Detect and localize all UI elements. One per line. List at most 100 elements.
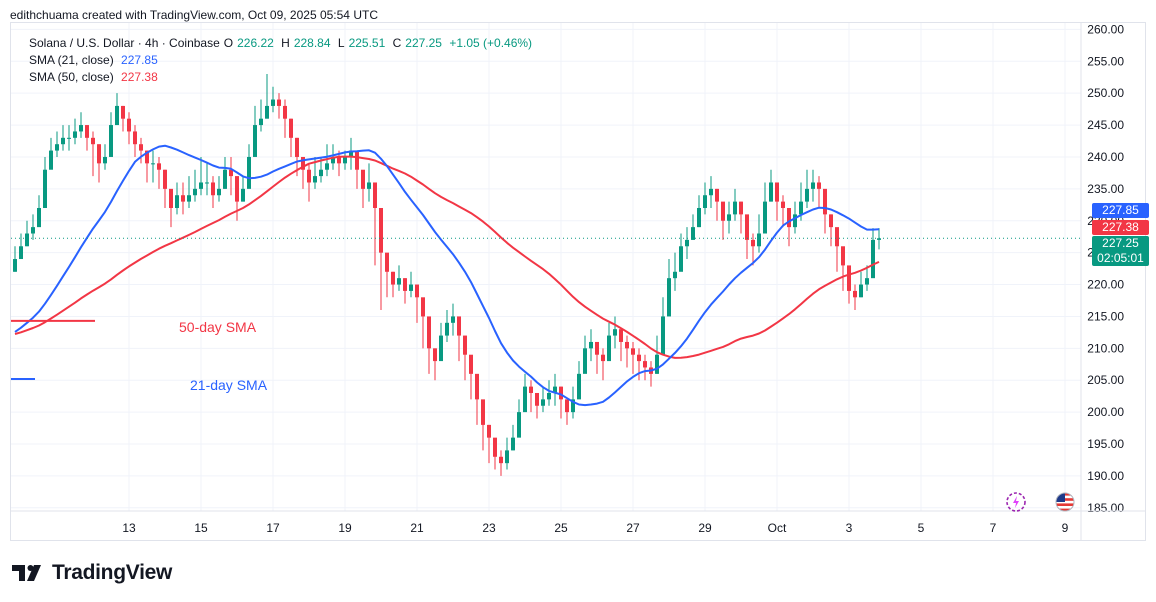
candle-body: [277, 99, 281, 106]
candle-body: [871, 239, 875, 279]
candle-body: [391, 271, 395, 285]
y-tick-label: 185.00: [1087, 501, 1124, 515]
candle-body: [475, 373, 479, 400]
price-chart[interactable]: 260.00255.00250.00245.00240.00235.00230.…: [11, 23, 1145, 540]
sma21-line: [14, 144, 880, 407]
legend-high-label: H: [281, 36, 290, 50]
candle-body: [655, 354, 659, 374]
legend-change: +1.05 (+0.46%): [449, 36, 533, 50]
candle-body: [73, 131, 77, 138]
candle-body: [691, 227, 695, 240]
candle-body: [607, 335, 611, 362]
candle-body: [847, 265, 851, 291]
legend-symbol[interactable]: Solana / U.S. Dollar · 4h · Coinbase: [29, 36, 220, 50]
y-tick-label: 250.00: [1087, 86, 1124, 100]
candle-body: [595, 341, 599, 355]
candle-body: [523, 386, 527, 413]
candle-body: [373, 182, 377, 208]
candle-body: [529, 386, 533, 393]
candle-body: [439, 335, 443, 362]
legend-sma21-row[interactable]: SMA (21, close) 227.85: [29, 53, 162, 67]
candle-body: [169, 188, 173, 208]
x-tick-label: 9: [1062, 521, 1069, 535]
x-tick-label: 19: [338, 521, 352, 535]
candle-body: [727, 214, 731, 221]
legend-sma50-row[interactable]: SMA (50, close) 227.38: [29, 70, 162, 84]
y-tick-label: 205.00: [1087, 373, 1124, 387]
candle-body: [805, 188, 809, 202]
candle-body: [361, 169, 365, 189]
candle-body: [457, 316, 461, 336]
y-tick-label: 195.00: [1087, 437, 1124, 451]
candle-body: [811, 182, 815, 189]
candle-body: [859, 284, 863, 298]
candle-body: [685, 239, 689, 247]
candle-body: [679, 246, 683, 272]
candle-body: [211, 182, 215, 196]
candle-body: [85, 125, 89, 138]
candle-body: [541, 399, 545, 406]
candle-body: [355, 150, 359, 170]
candle-body: [469, 354, 473, 374]
y-tick-label: 190.00: [1087, 469, 1124, 483]
candle-body: [547, 392, 551, 400]
candle-body: [139, 144, 143, 151]
candle-body: [517, 412, 521, 438]
candle-body: [487, 424, 491, 438]
replay-icon[interactable]: [1005, 491, 1027, 513]
price-tag-last: 227.25: [1092, 236, 1149, 251]
legend-open-value: 226.22: [237, 36, 274, 50]
x-tick-label: 3: [846, 521, 853, 535]
us-flag-icon[interactable]: [1054, 491, 1076, 513]
candle-body: [409, 284, 413, 291]
candle-body: [367, 182, 371, 189]
chart-frame[interactable]: 260.00255.00250.00245.00240.00235.00230.…: [10, 22, 1149, 541]
candle-body: [511, 437, 515, 451]
candle-body: [661, 316, 665, 355]
candle-body: [223, 169, 227, 189]
y-tick-label: 220.00: [1087, 278, 1124, 292]
candle-body: [181, 195, 185, 202]
candle-body: [13, 259, 17, 272]
annotation-50-day-sma[interactable]: 50-day SMA: [179, 319, 257, 335]
candle-body: [343, 156, 347, 164]
y-tick-label: 245.00: [1087, 118, 1124, 132]
candle-body: [673, 271, 677, 279]
candle-body: [415, 284, 419, 298]
candle-body: [799, 201, 803, 215]
candle-body: [133, 131, 137, 145]
x-tick-label: 13: [122, 521, 136, 535]
x-tick-label: 17: [266, 521, 280, 535]
candle-body: [817, 182, 821, 189]
x-tick-label: 5: [918, 521, 925, 535]
x-tick-label: 15: [194, 521, 208, 535]
candle-body: [631, 348, 635, 355]
candle-body: [61, 137, 65, 145]
candle-body: [535, 392, 539, 406]
candle-body: [337, 156, 341, 164]
candle-body: [259, 118, 263, 126]
brand-logo[interactable]: TradingView: [12, 561, 172, 585]
annotation-21-day-sma[interactable]: 21-day SMA: [190, 377, 268, 393]
candle-body: [433, 348, 437, 362]
candle-body: [877, 238, 881, 240]
candle-body: [841, 246, 845, 266]
legend-high-value: 228.84: [293, 36, 331, 50]
candle-body: [31, 227, 35, 234]
candle-body: [271, 99, 275, 106]
candle-body: [589, 341, 593, 349]
chart-byline: edithchuama created with TradingView.com…: [10, 8, 378, 22]
candle-body: [187, 195, 191, 202]
candle-body: [103, 156, 107, 164]
candle-body: [703, 195, 707, 208]
candle-body: [577, 373, 581, 400]
candle-body: [451, 316, 455, 323]
candle-body: [697, 207, 701, 228]
price-tag-sma50: 227.38: [1092, 220, 1149, 235]
candle-body: [175, 195, 179, 208]
x-tick-label: Oct: [768, 521, 787, 535]
candle-body: [193, 188, 197, 196]
candle-body: [721, 201, 725, 221]
candle-body: [307, 169, 311, 183]
legend-open-label: O: [223, 36, 234, 50]
